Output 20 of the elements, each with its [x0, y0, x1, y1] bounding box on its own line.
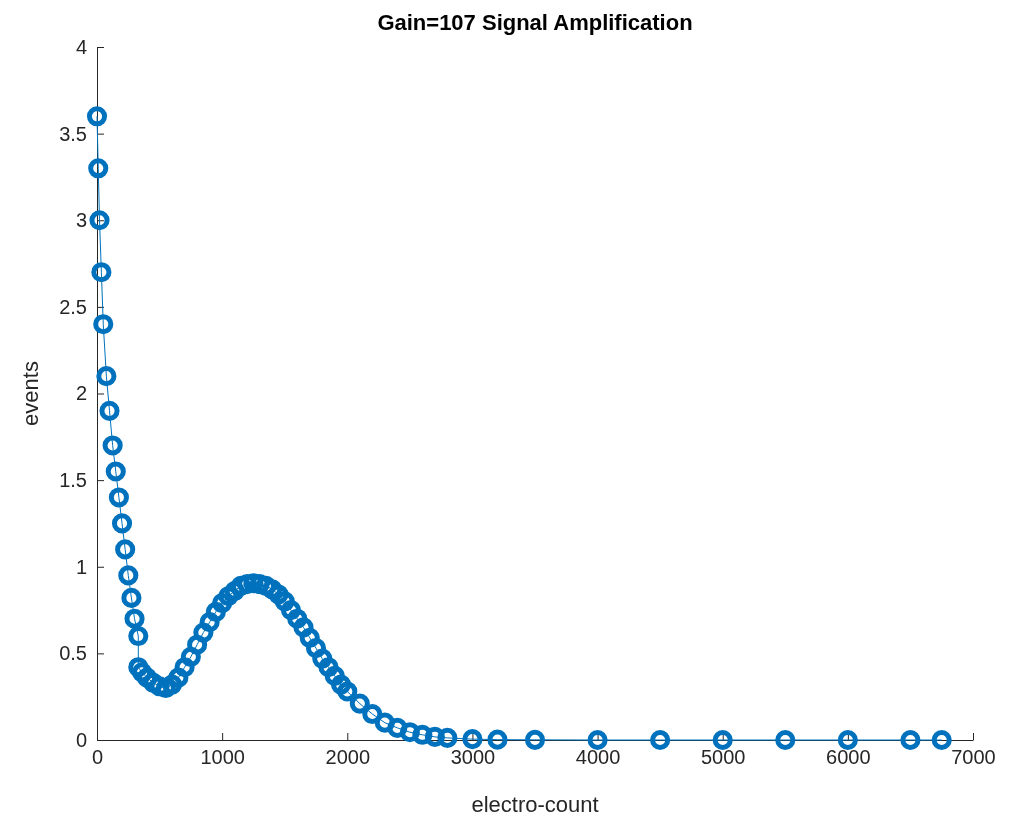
x-tick-label: 1000	[200, 746, 245, 769]
x-tick-label: 7000	[951, 746, 996, 769]
y-tick-label: 1.5	[59, 469, 87, 492]
y-tick-label: 4	[75, 35, 87, 58]
y-tick-label: 3.5	[59, 122, 87, 145]
chart-title: Gain=107 Signal Amplification	[377, 10, 693, 35]
y-tick-label: 1	[75, 555, 87, 578]
y-tick-label: 0	[75, 728, 87, 751]
x-tick-label: 5000	[700, 746, 746, 769]
x-tick-label: 3000	[450, 746, 496, 769]
x-tick-label: 4000	[575, 746, 621, 769]
x-axis-title: electro-count	[471, 792, 599, 817]
y-tick-label: 2	[75, 382, 87, 405]
x-tick-label: 0	[91, 746, 104, 769]
x-tick-label: 6000	[826, 746, 871, 769]
y-tick-label: 2.5	[59, 295, 87, 318]
x-tick-label: 2000	[325, 746, 371, 769]
y-tick-label: 3	[75, 209, 87, 232]
y-axis-title: events	[18, 361, 43, 426]
y-tick-label: 0.5	[59, 642, 87, 665]
